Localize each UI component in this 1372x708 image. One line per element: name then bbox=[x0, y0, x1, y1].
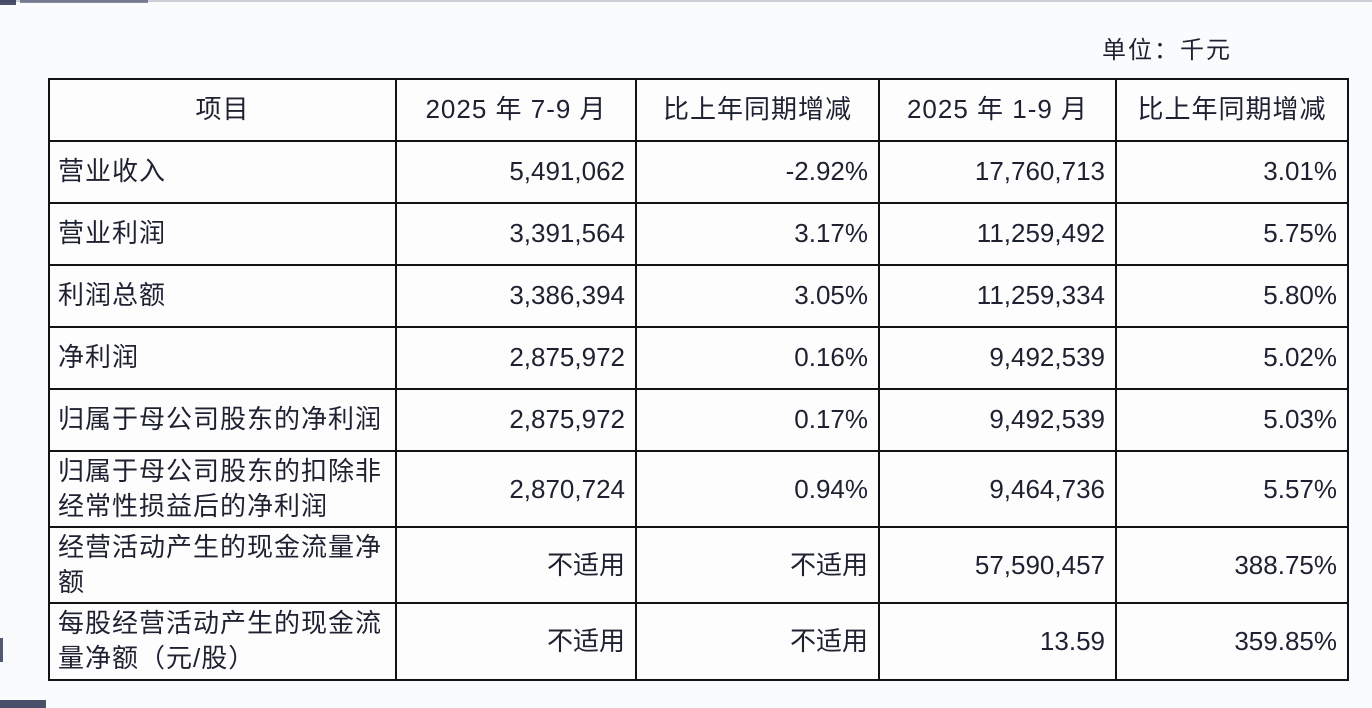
screen-edge-artifact-bottom-left bbox=[0, 700, 46, 708]
unit-label: 单位：千元 bbox=[1102, 37, 1232, 64]
value-cell: 0.17% bbox=[635, 388, 880, 452]
row-label-cell: 营业收入 bbox=[48, 140, 397, 204]
financial-summary-table: 项目 2025 年 7-9 月比上年同期增减 2025 年 1-9 月比上年同期增减… bbox=[48, 78, 1349, 681]
value-cell: 17,760,713 bbox=[878, 140, 1117, 204]
row-label-cell: 归属于母公司股东的扣除非经常性损益后的净利润 bbox=[48, 449, 397, 529]
value-cell: 9,464,736 bbox=[878, 449, 1117, 529]
value-cell: 3,386,394 bbox=[395, 264, 637, 328]
value-cell: 11,259,334 bbox=[878, 264, 1117, 328]
value-cell: 5.02% bbox=[1115, 326, 1349, 390]
row-label-cell: 净利润 bbox=[48, 326, 397, 390]
screen-edge-artifact-top-streak bbox=[20, 0, 148, 3]
value-cell: 0.16% bbox=[635, 326, 880, 390]
value-cell: 0.94% bbox=[635, 449, 880, 529]
table-header-row: 项目 2025 年 7-9 月比上年同期增减 2025 年 1-9 月比上年同期增减 bbox=[48, 78, 1349, 142]
value-cell: 2,870,724 bbox=[395, 449, 637, 529]
value-cell: 9,492,539 bbox=[878, 388, 1117, 452]
value-cell: -2.92% bbox=[635, 140, 880, 204]
column-header: 比上年同期增减 bbox=[1115, 78, 1349, 142]
column-header: 2025 年 7-9 月 bbox=[395, 78, 637, 142]
table-row: 营业利润 3,391,564 3.17% 11,259,492 5.75% bbox=[48, 202, 1349, 266]
value-cell: 2,875,972 bbox=[395, 326, 637, 390]
value-cell: 3.05% bbox=[635, 264, 880, 328]
value-cell: 不适用 bbox=[635, 526, 880, 605]
value-cell: 5.57% bbox=[1115, 449, 1349, 529]
table-row: 经营活动产生的现金流量净额 不适用 不适用 57,590,457 388.75% bbox=[48, 526, 1349, 605]
value-cell: 不适用 bbox=[635, 602, 880, 681]
table-row: 归属于母公司股东的扣除非经常性损益后的净利润 2,870,724 0.94% 9,46… bbox=[48, 449, 1349, 529]
row-label-cell: 经营活动产生的现金流量净额 bbox=[48, 526, 397, 605]
value-cell: 不适用 bbox=[395, 602, 637, 681]
value-cell: 359.85% bbox=[1115, 602, 1349, 681]
value-cell: 5,491,062 bbox=[395, 140, 637, 204]
screen-edge-artifact-top-left bbox=[0, 0, 16, 5]
screen-edge-artifact-left bbox=[0, 638, 3, 662]
row-label-cell: 营业利润 bbox=[48, 202, 397, 266]
row-label-cell: 每股经营活动产生的现金流量净额（元/股） bbox=[48, 602, 397, 681]
value-cell: 9,492,539 bbox=[878, 326, 1117, 390]
table-row: 每股经营活动产生的现金流量净额（元/股） 不适用 不适用 13.59 359.85% bbox=[48, 602, 1349, 681]
value-cell: 57,590,457 bbox=[878, 526, 1117, 605]
table-body: 营业收入 5,491,062 -2.92% 17,760,713 3.01% 营业利润 3,… bbox=[48, 140, 1349, 681]
column-header: 项目 bbox=[48, 78, 397, 142]
value-cell: 2,875,972 bbox=[395, 388, 637, 452]
value-cell: 5.75% bbox=[1115, 202, 1349, 266]
row-label-cell: 利润总额 bbox=[48, 264, 397, 328]
screen-edge-artifact-top-line bbox=[0, 0, 1372, 2]
column-header: 比上年同期增减 bbox=[635, 78, 880, 142]
value-cell: 11,259,492 bbox=[878, 202, 1117, 266]
value-cell: 388.75% bbox=[1115, 526, 1349, 605]
table-row: 净利润 2,875,972 0.16% 9,492,539 5.02% bbox=[48, 326, 1349, 390]
value-cell: 不适用 bbox=[395, 526, 637, 605]
table-row: 营业收入 5,491,062 -2.92% 17,760,713 3.01% bbox=[48, 140, 1349, 204]
value-cell: 5.80% bbox=[1115, 264, 1349, 328]
column-header: 2025 年 1-9 月 bbox=[878, 78, 1117, 142]
row-label-cell: 归属于母公司股东的净利润 bbox=[48, 388, 397, 452]
table-row: 利润总额 3,386,394 3.05% 11,259,334 5.80% bbox=[48, 264, 1349, 328]
value-cell: 3,391,564 bbox=[395, 202, 637, 266]
value-cell: 3.01% bbox=[1115, 140, 1349, 204]
value-cell: 3.17% bbox=[635, 202, 880, 266]
value-cell: 13.59 bbox=[878, 602, 1117, 681]
table-row: 归属于母公司股东的净利润 2,875,972 0.17% 9,492,539 5.03% bbox=[48, 388, 1349, 452]
value-cell: 5.03% bbox=[1115, 388, 1349, 452]
